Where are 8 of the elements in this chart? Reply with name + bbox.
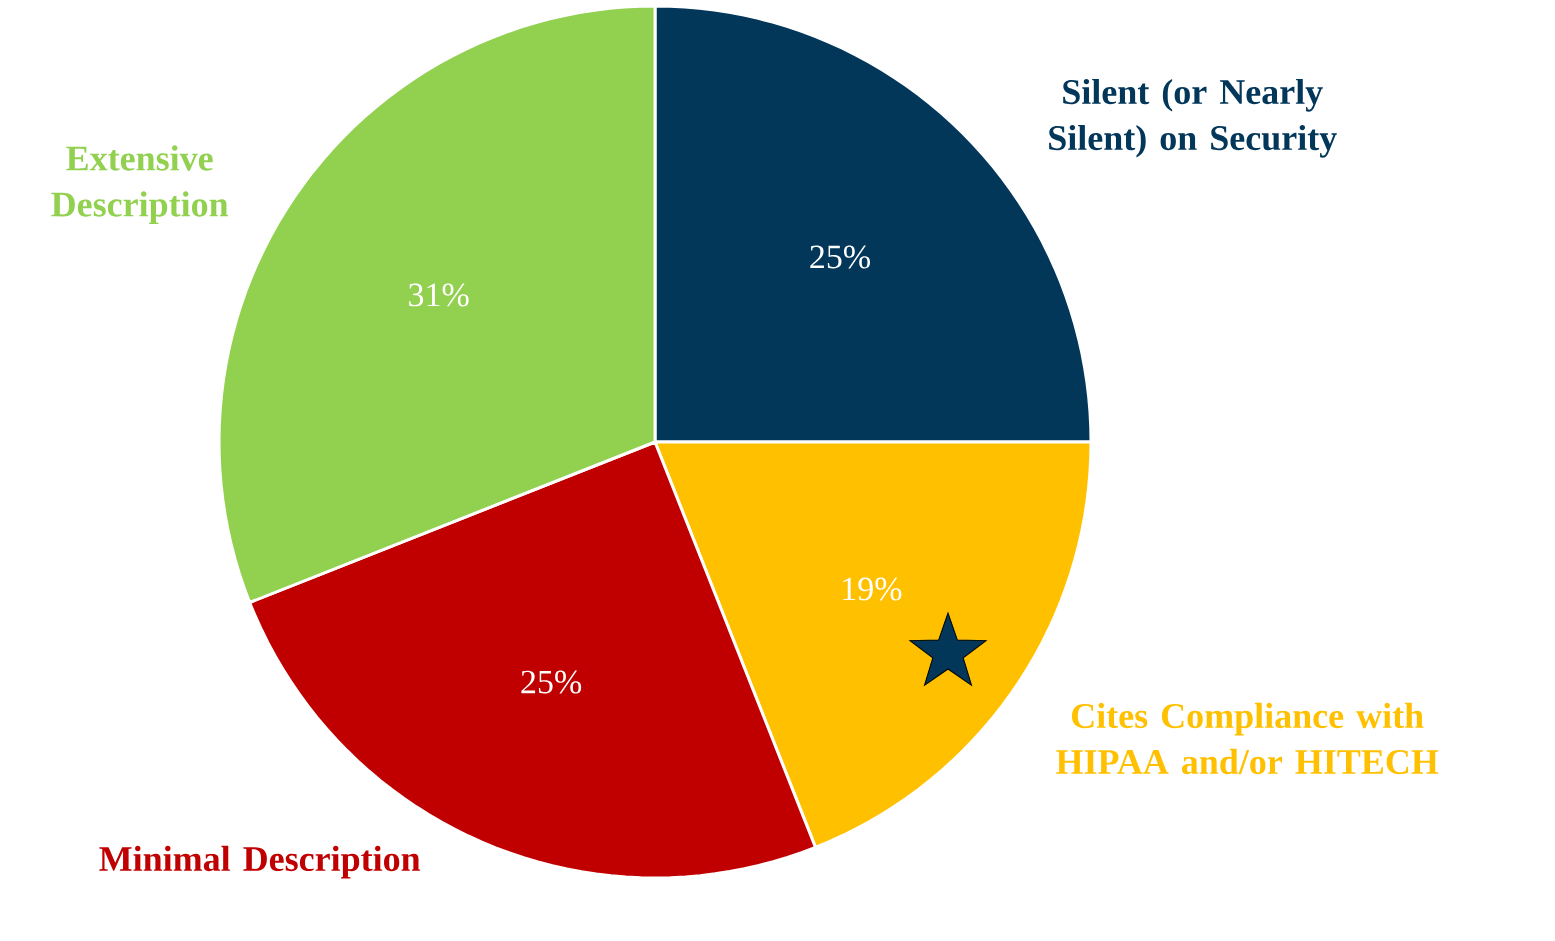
slice-label: Cites Compliance with HIPAA and/or HITECH — [1056, 702, 1439, 775]
data-label: 25% — [810, 245, 870, 269]
slice-label: Extensive Description — [51, 145, 229, 224]
slice-label: Silent (or Nearly Silent) on Security — [1049, 78, 1337, 158]
data-label: 31% — [409, 283, 469, 307]
slice-label: Minimal Description — [99, 845, 421, 879]
data-label: 19% — [843, 577, 902, 601]
data-label: 25% — [521, 670, 582, 694]
